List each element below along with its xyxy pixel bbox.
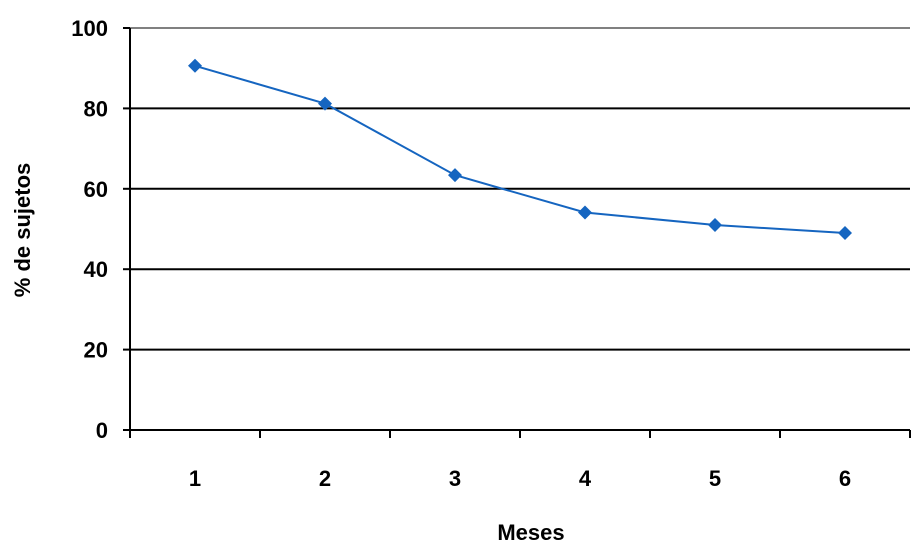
data-point-1 — [188, 58, 202, 73]
x-tick-label-5: 5 — [709, 466, 721, 491]
y-tick-label-40: 40 — [84, 257, 108, 282]
x-tick-label-2: 2 — [319, 466, 331, 491]
series-group — [188, 58, 852, 241]
x-tick-label-6: 6 — [839, 466, 851, 491]
x-tick-label-1: 1 — [189, 466, 201, 491]
gridlines — [130, 27, 910, 351]
data-point-4 — [578, 205, 592, 220]
data-point-3 — [448, 168, 462, 183]
x-axis-tick-labels: 1 2 3 4 5 6 — [189, 466, 851, 491]
y-tick-label-60: 60 — [84, 177, 108, 202]
data-point-6 — [838, 226, 852, 241]
x-axis-title: Meses — [497, 520, 564, 545]
series-line-0 — [194, 64, 846, 235]
y-axis-title: % de sujetos — [10, 163, 35, 297]
y-axis-tick-labels: 0 20 40 60 80 100 — [71, 16, 108, 443]
data-point-5 — [708, 217, 722, 232]
x-tick-label-4: 4 — [579, 466, 592, 491]
y-tick-label-80: 80 — [84, 96, 108, 121]
y-tick-label-0: 0 — [96, 418, 108, 443]
data-point-2 — [318, 96, 332, 111]
axes — [123, 27, 911, 438]
y-tick-label-100: 100 — [71, 16, 108, 41]
x-tick-label-3: 3 — [449, 466, 461, 491]
y-tick-label-20: 20 — [84, 338, 108, 363]
